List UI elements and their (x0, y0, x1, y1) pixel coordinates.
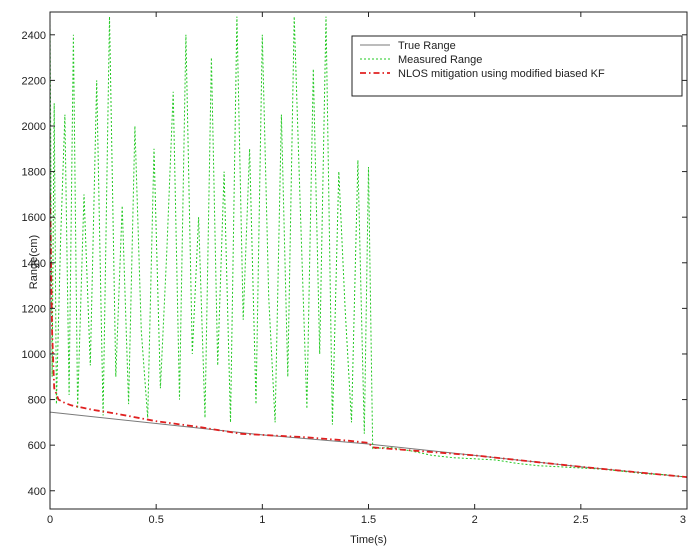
x-tick-label-4: 2 (472, 514, 478, 526)
legend-box (351, 35, 683, 97)
y-tick-label-1: 600 (28, 440, 46, 452)
y-tick-label-5: 1400 (22, 258, 46, 270)
x-tick-label-3: 1.5 (361, 514, 376, 526)
x-tick-label-5: 2.5 (573, 514, 588, 526)
series-line-0 (50, 411, 687, 478)
x-axis-label: Time(s) (350, 534, 387, 546)
y-tick-label-7: 1800 (22, 167, 46, 179)
legend: True Range Measured Range NLOS mitigation … (351, 35, 683, 97)
series-line-2 (50, 194, 687, 478)
plot-layer (50, 16, 687, 478)
y-tick-label-10: 2400 (22, 30, 46, 42)
y-tick-label-6: 1600 (22, 212, 46, 224)
y-axis-label: Range(cm) (28, 235, 40, 289)
x-tick-label-1: 0.5 (149, 514, 164, 526)
y-tick-label-4: 1200 (22, 303, 46, 315)
x-tick-label-2: 1 (259, 514, 265, 526)
y-tick-label-8: 2000 (22, 121, 46, 133)
legend-label-0: True Range (398, 40, 456, 52)
series-line-1 (50, 16, 687, 478)
ticks-layer: 0 0.5 1 1.5 2 2.5 3 400 600 800 1000 1200 1400 1600 18… (22, 12, 688, 526)
y-tick-label-9: 2200 (22, 75, 46, 87)
x-tick-label-6: 3 (680, 514, 686, 526)
x-tick-label-0: 0 (47, 514, 53, 526)
y-tick-label-3: 1000 (22, 349, 46, 361)
legend-label-2: NLOS mitigation using modified biased KF (398, 68, 605, 80)
y-tick-label-0: 400 (28, 486, 46, 498)
legend-label-1: Measured Range (398, 54, 482, 66)
y-tick-label-2: 800 (28, 395, 46, 407)
